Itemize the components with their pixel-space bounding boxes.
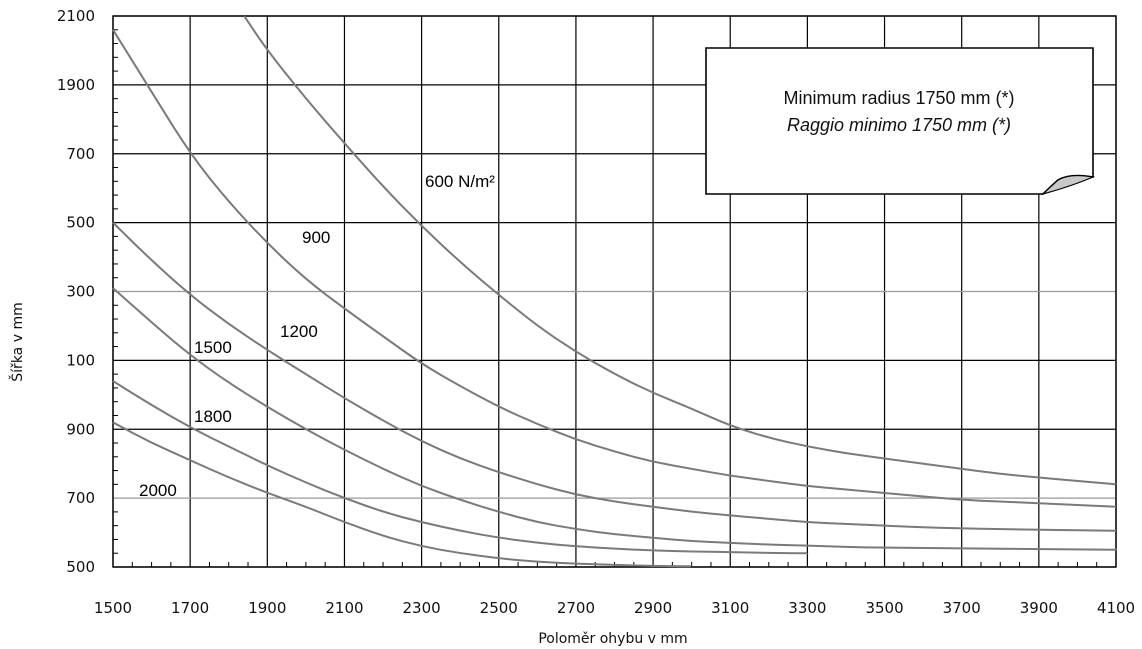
y-tick-label: 500 (66, 214, 95, 232)
note-line-1: Minimum radius 1750 mm (*) (783, 88, 1014, 108)
y-tick-label: 500 (66, 558, 95, 576)
curves (112, 15, 1118, 568)
x-tick-label: 2700 (557, 599, 595, 617)
plot-frame (112, 15, 1117, 568)
y-tick-label: 700 (66, 145, 95, 163)
x-tick-labels: 1500 1700 1900 2100 2300 2500 2700 2900 3100 3300… (94, 599, 1135, 617)
curve-line-3 (112, 287, 1118, 551)
x-tick-label: 1500 (94, 599, 132, 617)
x-axis-label: Poloměr ohybu v mm (538, 631, 687, 647)
x-tick-label: 2300 (403, 599, 441, 617)
curve-label-1: 900 (302, 228, 330, 247)
y-tick-label: 1900 (57, 76, 95, 94)
y-tick-label: 2100 (57, 7, 95, 25)
x-tick-label: 2500 (480, 599, 518, 617)
curve-label-5: 2000 (139, 481, 177, 500)
x-tick-label: 4100 (1097, 599, 1135, 617)
x-tick-label: 3500 (865, 599, 903, 617)
y-axis-label: Šířka v mm (8, 302, 26, 381)
curve-label-3: 1500 (194, 338, 232, 357)
x-tick-label: 3700 (943, 599, 981, 617)
curve-labels: 600 N/m² 900 1200 1500 1800 2000 (139, 172, 495, 500)
y-tick-label: 700 (66, 489, 95, 507)
curve-line-1 (112, 29, 1117, 508)
y-tick-label: 300 (66, 283, 95, 301)
y-tick-label: 900 (66, 420, 95, 438)
x-tick-label: 3100 (711, 599, 749, 617)
curve-label-4: 1800 (194, 407, 232, 426)
curve-line-2 (112, 221, 1117, 532)
curve-label-0: 600 N/m² (425, 172, 495, 191)
x-tick-label: 1700 (171, 599, 209, 617)
curve-line-4 (112, 380, 809, 555)
note-box: Minimum radius 1750 mm (*) Raggio minimo… (705, 47, 1096, 196)
x-tick-label: 3900 (1020, 599, 1058, 617)
note-line-2: Raggio minimo 1750 mm (*) (787, 115, 1011, 135)
curve-line-0 (243, 15, 1117, 486)
curve-line-5 (112, 421, 693, 568)
note-box-curl (1040, 174, 1096, 196)
x-tick-label: 2900 (634, 599, 672, 617)
x-tick-label: 3300 (788, 599, 826, 617)
y-tick-label: 100 (66, 351, 95, 369)
x-tick-label: 1900 (248, 599, 286, 617)
y-tick-labels: 500 700 900 100 300 500 700 1900 2100 (57, 7, 95, 576)
x-tick-label: 2100 (325, 599, 363, 617)
curve-label-2: 1200 (280, 322, 318, 341)
